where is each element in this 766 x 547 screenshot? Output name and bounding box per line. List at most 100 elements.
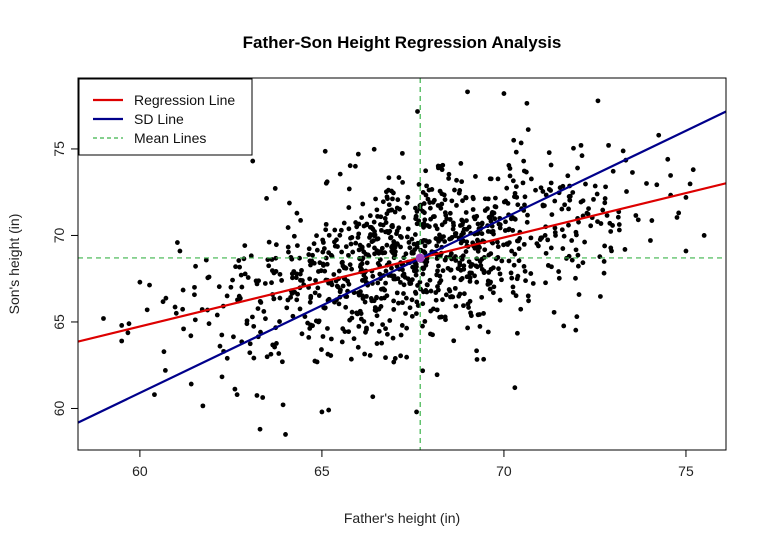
data-point <box>437 314 443 320</box>
data-point <box>456 190 462 196</box>
data-point <box>351 336 357 342</box>
data-point <box>192 284 197 290</box>
data-point <box>271 296 277 302</box>
data-point <box>262 281 268 286</box>
data-point <box>391 239 397 244</box>
data-point <box>404 325 410 331</box>
data-point <box>543 250 549 256</box>
data-point <box>377 271 383 277</box>
data-point <box>437 188 443 194</box>
data-point <box>341 265 347 271</box>
data-point <box>316 319 321 325</box>
data-point <box>371 238 376 243</box>
data-point <box>263 316 268 322</box>
data-point <box>530 281 536 286</box>
data-point <box>339 260 345 266</box>
data-point <box>608 229 614 234</box>
data-point <box>525 212 530 218</box>
data-point <box>485 206 490 211</box>
data-point <box>551 309 557 315</box>
data-point <box>441 234 446 240</box>
data-point <box>538 185 544 191</box>
data-point <box>324 261 330 267</box>
data-point <box>526 298 531 304</box>
data-point <box>383 326 388 332</box>
data-point <box>450 294 456 300</box>
data-point <box>314 247 320 253</box>
data-point <box>391 298 397 304</box>
data-point <box>367 353 373 358</box>
data-point <box>355 235 361 240</box>
data-point <box>356 323 362 329</box>
data-point <box>508 270 514 276</box>
data-point <box>403 311 408 316</box>
data-point <box>409 236 415 242</box>
data-point <box>359 246 365 252</box>
data-point <box>359 261 365 267</box>
data-point <box>337 171 343 177</box>
x-tick-label: 60 <box>132 463 148 479</box>
data-point <box>565 173 571 179</box>
data-point <box>435 165 441 171</box>
data-point <box>315 285 321 291</box>
data-point <box>160 299 166 305</box>
data-point <box>414 299 420 305</box>
data-point <box>287 200 292 206</box>
data-point <box>450 220 456 226</box>
data-point <box>422 243 428 249</box>
data-point <box>375 213 380 219</box>
data-point <box>269 280 274 286</box>
data-point <box>426 224 432 230</box>
plot-frame <box>77 77 727 451</box>
data-point <box>389 222 395 228</box>
data-point <box>598 294 603 299</box>
x-axis: 60 65 70 75 <box>132 450 694 479</box>
data-point <box>552 198 558 204</box>
data-point <box>337 289 343 295</box>
data-point <box>475 248 481 254</box>
data-point <box>576 292 582 297</box>
data-point <box>505 200 511 206</box>
data-point <box>607 220 613 226</box>
data-point <box>353 240 359 246</box>
data-point <box>214 312 220 318</box>
data-point <box>385 196 390 202</box>
data-point <box>323 255 329 261</box>
data-point <box>521 241 527 247</box>
data-point <box>137 279 143 285</box>
data-point <box>264 354 270 360</box>
data-point <box>447 217 453 222</box>
data-point <box>453 258 459 263</box>
data-point <box>272 344 278 350</box>
data-point <box>490 290 496 296</box>
data-point <box>512 385 518 391</box>
data-point <box>313 278 318 283</box>
data-point <box>358 289 363 295</box>
data-point <box>181 326 186 332</box>
data-point <box>437 273 443 279</box>
data-point <box>470 196 476 202</box>
data-point <box>423 238 429 244</box>
data-point <box>516 258 522 264</box>
data-point <box>247 350 253 356</box>
data-point <box>382 216 388 221</box>
data-point <box>485 329 491 335</box>
data-point <box>402 274 408 280</box>
data-point <box>482 196 488 202</box>
data-point <box>573 275 578 281</box>
data-point <box>421 221 427 227</box>
data-point <box>401 282 407 288</box>
data-point <box>452 187 457 193</box>
data-point <box>467 279 473 284</box>
data-point <box>395 242 400 247</box>
data-point <box>401 291 406 296</box>
data-point <box>464 218 469 224</box>
data-point <box>205 275 211 281</box>
data-point <box>458 267 464 273</box>
data-point <box>602 196 608 201</box>
data-point <box>321 305 327 311</box>
data-point <box>578 199 584 205</box>
data-point <box>522 202 527 208</box>
data-point <box>545 237 551 243</box>
data-point <box>334 237 339 243</box>
